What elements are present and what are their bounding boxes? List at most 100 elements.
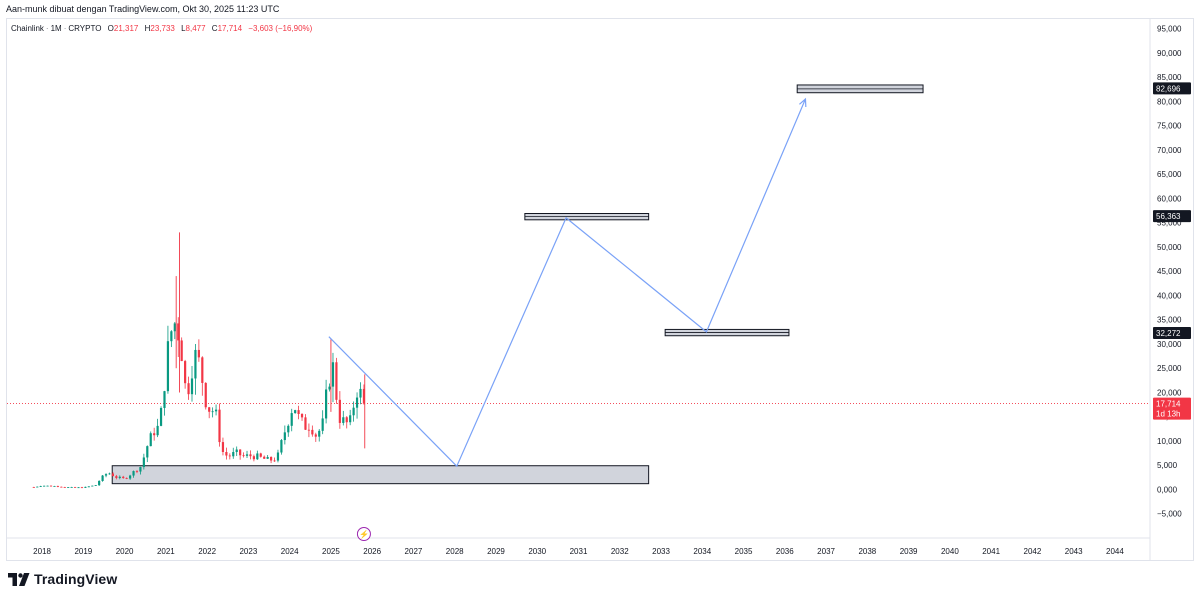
candle-body <box>180 340 183 362</box>
candle-body <box>132 471 135 476</box>
tradingview-wordmark: TradingView <box>34 571 118 587</box>
candle-body <box>328 386 331 390</box>
projection-path-line[interactable] <box>328 98 807 468</box>
candle-body <box>314 434 317 437</box>
chart-frame <box>6 18 1194 561</box>
x-tick-label: 2035 <box>735 547 753 556</box>
event-marker-icon[interactable] <box>356 527 371 541</box>
legend-change: −3,603 (−16,90%) <box>248 24 313 33</box>
x-tick-label: 2037 <box>817 547 835 556</box>
legend-close-label: C <box>211 24 218 33</box>
candle-body <box>201 357 204 383</box>
candle-body <box>325 389 328 419</box>
x-tick-label: 2026 <box>363 547 381 556</box>
candle-body <box>43 485 46 487</box>
candle-body <box>311 429 314 435</box>
candle-body <box>153 433 156 436</box>
candle-body <box>318 430 321 437</box>
x-tick-label: 2041 <box>982 547 1000 556</box>
candle-body <box>211 411 214 413</box>
candle-body <box>94 485 97 486</box>
candle-body <box>280 440 283 453</box>
price-zone-box[interactable] <box>111 465 650 485</box>
tradingview-logo-icon <box>8 572 30 586</box>
candle-body <box>342 417 345 423</box>
candle-body <box>362 388 366 404</box>
candle-body <box>208 407 211 412</box>
y-tick-label: 30,000 <box>1157 340 1182 349</box>
candle-body <box>173 323 176 332</box>
candle-body <box>149 433 152 447</box>
candle-body <box>263 456 266 459</box>
x-tick-label: 2019 <box>74 547 92 556</box>
price-axis-label: 82,696 <box>1156 84 1181 93</box>
candle-body <box>307 429 311 431</box>
legend-symbol[interactable]: Chainlink <box>11 24 44 33</box>
x-tick-label: 2027 <box>405 547 423 556</box>
candle-body <box>269 457 273 461</box>
x-tick-label: 2029 <box>487 547 505 556</box>
candle-body <box>39 486 42 487</box>
candle-body <box>235 449 238 453</box>
candle-body <box>146 446 149 458</box>
legend-open-label: O <box>107 24 114 33</box>
candle-body <box>166 341 170 392</box>
candle-body <box>239 449 242 456</box>
y-tick-label: 5,000 <box>1157 461 1178 470</box>
y-tick-label: 60,000 <box>1157 194 1182 203</box>
candle-body <box>214 409 218 412</box>
candle-body <box>338 399 341 423</box>
candle-body <box>108 473 111 475</box>
candle-body <box>355 397 359 408</box>
candle-body <box>187 383 190 395</box>
candle-body <box>142 457 145 468</box>
candle-body <box>197 349 200 358</box>
y-tick-label: 90,000 <box>1157 49 1182 58</box>
candle-body <box>77 487 80 489</box>
price-axis-label-bg <box>1153 82 1191 95</box>
legend-high: 23,733 <box>150 24 175 33</box>
candle-body <box>70 487 73 488</box>
projection-arrow-head <box>799 97 807 108</box>
legend-interval[interactable]: 1M <box>50 24 62 33</box>
candle-body <box>228 455 231 457</box>
candle-body <box>331 362 335 387</box>
x-tick-label: 2031 <box>570 547 588 556</box>
y-tick-label: 45,000 <box>1157 267 1182 276</box>
candle-body <box>321 418 324 431</box>
y-tick-label: 0,000 <box>1157 485 1178 494</box>
y-tick-label: 40,000 <box>1157 291 1182 300</box>
legend-low: 8,477 <box>185 24 206 33</box>
candle-body <box>56 486 59 487</box>
y-tick-label: 85,000 <box>1157 73 1182 82</box>
y-tick-label: 70,000 <box>1157 146 1182 155</box>
candle-body <box>98 480 101 486</box>
x-tick-label: 2036 <box>776 547 794 556</box>
candle-body <box>252 456 255 460</box>
candle-body <box>49 485 53 487</box>
x-tick-label: 2021 <box>157 547 175 556</box>
candle-body <box>84 486 87 488</box>
price-axis-label-bg <box>1153 210 1191 223</box>
candle-body <box>135 471 139 472</box>
candle-body <box>245 454 249 456</box>
x-tick-label: 2042 <box>1024 547 1042 556</box>
y-tick-label: 75,000 <box>1157 122 1182 131</box>
candle-body <box>101 475 104 481</box>
candle-body <box>139 467 142 472</box>
candle-body <box>60 486 63 488</box>
legend-open: 21,317 <box>113 24 139 33</box>
current-price-label-bg <box>1153 397 1191 420</box>
candle-body <box>67 487 70 489</box>
candle-body <box>177 323 180 341</box>
candle-body <box>73 487 77 488</box>
candle-body <box>156 425 159 436</box>
candle-body <box>32 487 35 488</box>
candle-body <box>335 362 338 400</box>
candle-body <box>91 485 94 487</box>
price-axis-label: 56,363 <box>1156 212 1181 221</box>
tradingview-logo[interactable]: TradingView <box>8 571 117 587</box>
candle-body <box>118 476 121 478</box>
candle-body <box>194 349 197 379</box>
